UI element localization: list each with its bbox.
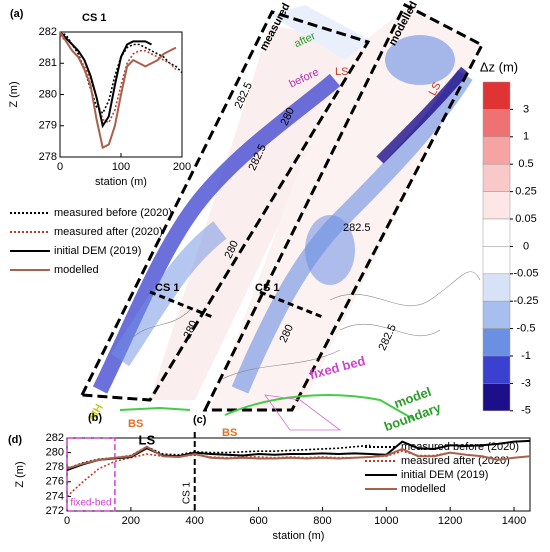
colorbar-label: 0.05: [515, 213, 536, 225]
colorbar-box: [482, 136, 511, 165]
map-label: CS 1: [155, 282, 179, 294]
colorbar-box: [482, 246, 511, 275]
colorbar-box: [482, 273, 511, 302]
y-tick-label: 282: [46, 432, 64, 444]
series-line: [66, 445, 531, 470]
plot-frame: [66, 437, 531, 512]
colorbar-box: [482, 355, 511, 384]
colorbar-label: 0: [523, 240, 529, 252]
colorbar-label: -0.05: [513, 268, 538, 280]
channel-change: [110, 221, 227, 367]
modelled-boundary: [202, 2, 485, 412]
series-line: [59, 31, 177, 150]
y-tick-label: 274: [46, 490, 64, 502]
annotation: CS 1: [181, 481, 192, 504]
x-tick-label: 400: [186, 515, 204, 527]
fixed-bed-box: [66, 437, 116, 512]
x-tick-label: 100: [112, 161, 130, 173]
colorbar-box: [482, 191, 511, 220]
x-tick-label: 200: [173, 161, 191, 173]
colorbar-label: 0.25: [515, 186, 536, 198]
y-tick-label: 272: [46, 505, 64, 517]
x-tick-label: 1400: [502, 515, 526, 527]
legend-label: initial DEM (2019): [401, 469, 488, 481]
model-boundary-line: [224, 394, 416, 421]
y-axis-label: Z (m): [14, 461, 26, 487]
colorbar-box: [482, 218, 511, 247]
y-tick-label: 280: [46, 447, 64, 459]
y-tick-label: 278: [39, 151, 57, 163]
y-tick-label: 281: [39, 57, 57, 69]
x-axis-label: station (m): [95, 176, 147, 188]
map-label: BS: [128, 418, 143, 430]
legend-label: modelled: [401, 483, 446, 495]
x-axis-label: station (m): [273, 530, 325, 542]
panel-label: (d): [8, 434, 22, 446]
colorbar-label: -5: [521, 405, 531, 417]
map-label: CS 1: [255, 282, 279, 294]
colorbar-box: [482, 328, 511, 357]
cs1-line: [149, 290, 216, 320]
x-tick-label: 200: [122, 515, 140, 527]
legend-label: measured after (2020): [401, 455, 510, 467]
x-tick-label: 1200: [438, 515, 462, 527]
series-line: [59, 31, 183, 115]
contour-label: 282.5: [343, 222, 371, 234]
fixed-bed-area: [264, 394, 342, 431]
map-label: LS: [335, 66, 348, 78]
channel-change: [376, 66, 469, 164]
legend-label: measured before (2020): [54, 207, 172, 219]
model-boundary-line: [119, 406, 191, 411]
colorbar-label: -0.25: [513, 295, 538, 307]
colorbar-label: -0.5: [517, 323, 536, 335]
map-label: LS: [427, 80, 444, 98]
series-line: [59, 31, 152, 129]
annotation: LS: [139, 432, 156, 447]
annotation: fixed-bed: [70, 498, 111, 509]
colorbar-box: [482, 109, 511, 138]
x-tick-label: 0: [64, 515, 70, 527]
map-patch: [305, 215, 355, 285]
series-line: [59, 34, 177, 124]
x-tick-label: 600: [249, 515, 267, 527]
map-panels: measured modelled after before LS LS CS …: [79, 0, 485, 439]
y-tick-label: 278: [46, 461, 64, 473]
panel-label: (c): [193, 414, 207, 426]
series-line: [66, 439, 531, 472]
x-tick-label: 800: [313, 515, 331, 527]
y-axis-label: Z (m): [8, 81, 20, 107]
colorbar-label: -1: [521, 350, 531, 362]
colorbar-title: Δz (m): [480, 59, 518, 74]
colorbar-label: 0.5: [518, 158, 533, 170]
colorbar-box: [482, 383, 511, 412]
map-label: BS: [222, 427, 237, 439]
colorbar-label: -3: [521, 377, 531, 389]
map-patch: [385, 35, 455, 85]
cs1-line: [259, 290, 326, 320]
x-tick-label: 1000: [374, 515, 398, 527]
colorbar-label: 3: [523, 103, 529, 115]
y-tick-label: 279: [39, 120, 57, 132]
contour-label: 282.5: [376, 322, 399, 352]
measured-boundary: [79, 10, 371, 402]
colorbar-label: 1: [523, 131, 529, 143]
x-tick-label: 0: [57, 161, 63, 173]
y-tick-label: 282: [39, 26, 57, 38]
y-tick-label: 276: [46, 476, 64, 488]
colorbar-box: [482, 300, 511, 329]
panel-label: (b): [88, 412, 102, 424]
legend-label: initial DEM (2019): [54, 245, 141, 257]
legend-label: measured after (2020): [54, 226, 163, 238]
y-tick-label: 280: [39, 88, 57, 100]
contours: [129, 271, 481, 381]
colorbar-box: [482, 81, 511, 110]
map-background: [150, 25, 365, 400]
chart-title: CS 1: [82, 12, 106, 24]
legend-label: modelled: [54, 264, 99, 276]
panel-label: (a): [10, 8, 24, 20]
colorbar-box: [482, 163, 511, 192]
